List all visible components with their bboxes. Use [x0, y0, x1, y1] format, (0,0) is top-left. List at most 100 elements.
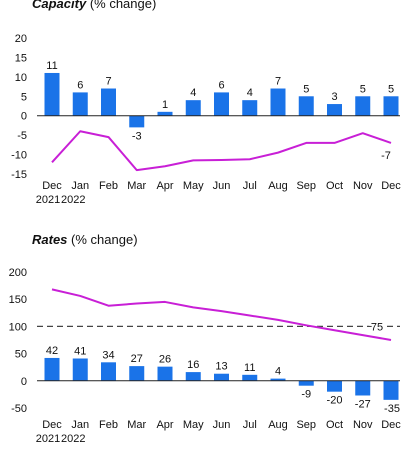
rates-bar-label: 26	[159, 354, 171, 366]
rates-bar	[355, 380, 371, 396]
capacity-xtick-label: Jul	[243, 180, 257, 192]
rates-bar-label: 42	[46, 345, 58, 357]
capacity-xtick-label: Aug	[268, 180, 288, 192]
rates-bar	[185, 372, 201, 381]
capacity-bar-label: -3	[132, 130, 142, 142]
capacity-line-end-label: -7	[381, 150, 391, 162]
rates-bar-label: -20	[327, 395, 343, 407]
rates-line-end-label: 75	[371, 321, 383, 333]
capacity-chart-title: Capacity (% change)	[32, 0, 156, 11]
capacity-bar-label: 5	[360, 83, 366, 95]
capacity-ytick-label: 10	[15, 72, 27, 84]
capacity-bar	[298, 96, 314, 116]
capacity-xtick-label: Dec	[42, 180, 62, 192]
rates-bar-label: -9	[301, 389, 311, 401]
capacity-bar-label: 5	[303, 83, 309, 95]
rates-ytick-label: 150	[9, 294, 27, 306]
rates-ytick-label: 50	[15, 349, 27, 361]
rates-year-label: 2022	[61, 433, 85, 445]
rates-xtick-label: Mar	[127, 419, 146, 431]
capacity-ytick-label: 0	[21, 111, 27, 123]
rates-title-bold: Rates	[32, 232, 68, 247]
rates-bar	[383, 380, 399, 400]
rates-bar	[214, 373, 229, 381]
capacity-bar-label: 7	[275, 76, 281, 88]
rates-bar	[101, 362, 116, 381]
rates-xtick-label: Jun	[213, 419, 231, 431]
rates-bar-label: 27	[131, 353, 143, 365]
rates-xtick-label: Feb	[99, 419, 118, 431]
rates-bar	[157, 366, 173, 381]
rates-xtick-label: Aug	[268, 419, 288, 431]
capacity-ytick-label: 15	[15, 52, 27, 64]
rates-xtick-label: Dec	[381, 419, 401, 431]
rates-bar	[270, 378, 286, 381]
rates-bar	[129, 366, 145, 381]
rates-title-unit: (% change)	[71, 232, 138, 247]
capacity-ytick-label: 20	[15, 33, 27, 45]
rates-bar-label: -35	[384, 403, 400, 415]
rates-bar-label: 16	[187, 359, 199, 371]
rates-xtick-label: Apr	[156, 419, 173, 431]
capacity-xtick-label: Dec	[381, 180, 401, 192]
rates-chart: 200 150 100 50 0 -50 42 41 34 27 26 16 13 11 4 -9 -20 -27…	[9, 267, 402, 445]
capacity-xtick-label: Apr	[156, 180, 173, 192]
capacity-bar	[129, 115, 145, 128]
rates-ytick-label: 200	[9, 267, 27, 279]
capacity-bar-label: 6	[77, 79, 83, 91]
capacity-bar-label: 1	[162, 99, 168, 111]
capacity-bar-label: 6	[218, 79, 224, 91]
capacity-bar	[214, 92, 229, 116]
rates-line-series	[51, 288, 392, 341]
capacity-bar	[327, 104, 342, 116]
capacity-xtick-label: Sep	[296, 180, 316, 192]
rates-bar	[327, 380, 342, 392]
rates-xtick-label: Oct	[326, 419, 343, 431]
capacity-bar	[242, 100, 258, 116]
rates-bar-label: 13	[215, 361, 227, 373]
capacity-bar	[270, 88, 286, 116]
rates-bar	[44, 357, 60, 381]
capacity-year-label: 2022	[61, 194, 85, 206]
rates-bar-label: 4	[275, 366, 281, 378]
capacity-bar	[44, 72, 60, 116]
rates-year-label: 2021	[36, 433, 60, 445]
rates-bar-label: 11	[244, 362, 255, 374]
capacity-bar-label: 5	[388, 83, 394, 95]
rates-xtick-label: Sep	[296, 419, 316, 431]
capacity-bar	[101, 88, 116, 116]
capacity-ytick-label: -15	[11, 169, 27, 181]
capacity-title-unit: (% change)	[89, 0, 157, 11]
capacity-title-bold: Capacity	[32, 0, 87, 11]
rates-xtick-label: May	[183, 419, 204, 431]
capacity-bar	[185, 100, 201, 116]
rates-bar	[298, 380, 314, 386]
capacity-ytick-label: 5	[21, 91, 27, 103]
capacity-bar	[355, 96, 371, 116]
capacity-chart: 20 15 10 5 0 -5 -10 -15 11 6 7 -3 1 4 6 4 7 5 3 5 5 -7 Dec Jan F…	[11, 33, 401, 206]
capacity-ytick-label: -5	[17, 130, 27, 142]
rates-ytick-label: 0	[21, 376, 27, 388]
capacity-bar	[383, 96, 399, 116]
capacity-xtick-label: May	[183, 180, 204, 192]
capacity-xtick-label: Jan	[71, 180, 89, 192]
rates-ytick-label: 100	[9, 321, 27, 333]
capacity-bar	[72, 92, 88, 116]
capacity-xtick-label: Oct	[326, 180, 343, 192]
capacity-bar-label: 4	[190, 87, 196, 99]
rates-xtick-label: Nov	[353, 419, 373, 431]
capacity-xtick-label: Jun	[213, 180, 231, 192]
capacity-bar-label: 4	[247, 87, 253, 99]
rates-bar-label: 41	[74, 345, 86, 357]
capacity-xtick-label: Mar	[127, 180, 146, 192]
rates-bar	[72, 358, 88, 381]
rates-bar	[242, 374, 258, 381]
rates-bar-label: 34	[102, 349, 114, 361]
capacity-line-series	[51, 130, 392, 172]
capacity-xtick-label: Feb	[99, 180, 118, 192]
capacity-bar-label: 11	[46, 60, 57, 72]
rates-xtick-label: Jul	[243, 419, 257, 431]
rates-xtick-label: Jan	[71, 419, 89, 431]
rates-xtick-label: Dec	[42, 419, 62, 431]
capacity-bar	[157, 111, 173, 116]
